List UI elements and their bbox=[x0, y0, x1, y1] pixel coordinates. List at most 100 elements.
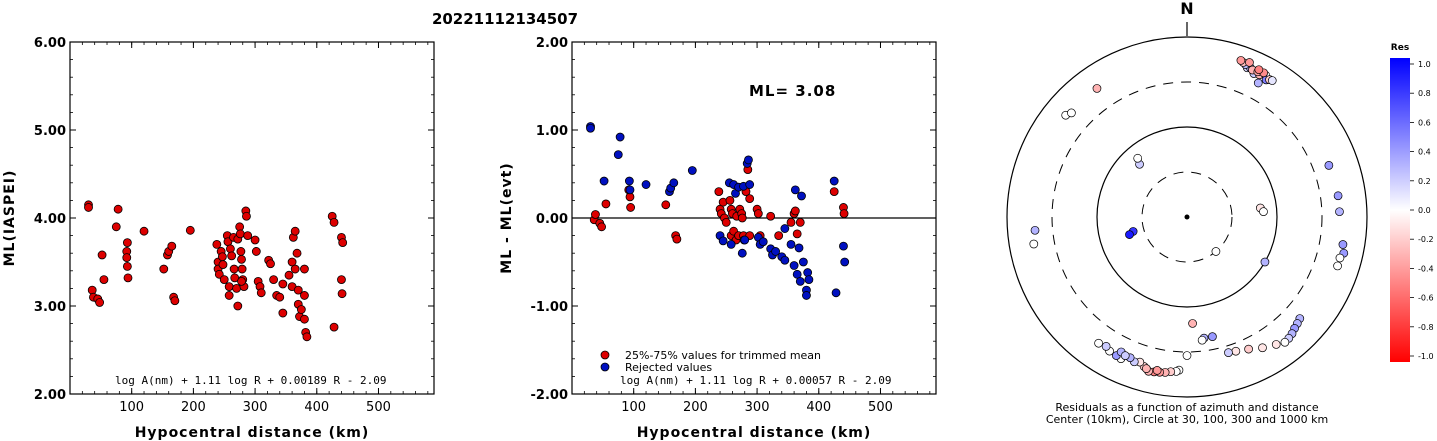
y-tick-label: 2.00 bbox=[536, 36, 568, 51]
data-point bbox=[790, 185, 800, 195]
data-point bbox=[798, 257, 808, 267]
data-point bbox=[745, 180, 755, 189]
station-point bbox=[1271, 340, 1281, 349]
station-point bbox=[1335, 207, 1344, 217]
center-marker bbox=[1184, 214, 1190, 220]
data-point bbox=[290, 264, 300, 274]
data-point bbox=[235, 229, 245, 239]
data-point bbox=[233, 301, 243, 311]
data-point bbox=[669, 178, 679, 188]
data-point bbox=[672, 234, 682, 244]
data-point bbox=[122, 261, 132, 271]
data-point bbox=[625, 185, 635, 195]
data-point bbox=[226, 244, 235, 254]
data-point bbox=[250, 235, 260, 245]
data-point bbox=[284, 270, 294, 280]
data-point bbox=[744, 155, 753, 165]
data-point bbox=[227, 251, 237, 261]
data-point bbox=[718, 236, 728, 246]
data-point bbox=[300, 314, 309, 324]
data-point bbox=[236, 247, 246, 256]
y-axis-label: ML - ML(evt) bbox=[499, 162, 515, 273]
station-point bbox=[1125, 230, 1134, 239]
data-point bbox=[95, 298, 105, 307]
data-point bbox=[615, 132, 625, 142]
y-axis-label: ML(IASPEI) bbox=[2, 170, 18, 267]
data-point bbox=[829, 176, 839, 186]
data-points bbox=[84, 200, 348, 342]
station-point bbox=[1267, 76, 1277, 85]
data-point bbox=[802, 291, 811, 300]
data-point bbox=[159, 264, 169, 274]
station-point bbox=[1231, 346, 1241, 356]
magnitude-vs-distance-panel: 2.00 3.00 4.00 5.00 6.00 100 200 300 400 500 log… bbox=[2, 36, 435, 441]
caption-line-2: Center (10km), Circle at 30, 100, 300 an… bbox=[1046, 413, 1328, 426]
data-point bbox=[753, 209, 763, 219]
circle-30km bbox=[1141, 171, 1233, 263]
data-point bbox=[139, 226, 149, 236]
data-point bbox=[804, 275, 814, 285]
data-point bbox=[721, 217, 731, 227]
station-point bbox=[1208, 332, 1217, 341]
data-point bbox=[795, 217, 805, 227]
data-point bbox=[218, 260, 228, 270]
y-axis: 2.00 3.00 4.00 5.00 6.00 bbox=[34, 36, 434, 403]
data-point bbox=[790, 206, 800, 216]
data-point bbox=[786, 239, 796, 249]
colorbar-tick-label: -0.2 bbox=[1418, 235, 1434, 244]
x-axis: 100 200 300 400 500 bbox=[583, 42, 931, 415]
station-point bbox=[1335, 253, 1345, 263]
data-point bbox=[786, 217, 796, 227]
x-tick-label: 300 bbox=[243, 400, 268, 415]
station-point bbox=[1333, 191, 1343, 201]
data-point bbox=[290, 226, 300, 236]
formula-annotation: log A(nm) + 1.11 log R + 0.00189 R - 2.0… bbox=[115, 374, 387, 387]
x-tick-label: 200 bbox=[683, 400, 708, 415]
data-point bbox=[338, 238, 348, 248]
legend-marker-trimmed bbox=[600, 350, 610, 360]
station-point bbox=[1120, 351, 1130, 361]
station-point bbox=[1244, 344, 1253, 354]
data-point bbox=[214, 269, 224, 279]
x-tick-label: 400 bbox=[304, 400, 329, 415]
station-point bbox=[1258, 343, 1267, 353]
figure-title: 20221112134507 bbox=[432, 10, 578, 28]
data-point bbox=[224, 282, 234, 292]
data-point bbox=[745, 194, 755, 204]
x-axis-label: Hypocentral distance (km) bbox=[637, 425, 872, 441]
colorbar-tick-label: -0.6 bbox=[1418, 294, 1434, 303]
station-point bbox=[1260, 257, 1270, 267]
station-point bbox=[1101, 342, 1111, 351]
data-point bbox=[167, 241, 177, 251]
data-point bbox=[795, 276, 805, 286]
colorbar-tick-label: -0.8 bbox=[1418, 323, 1434, 332]
data-point bbox=[737, 213, 747, 223]
legend-marker-rejected bbox=[600, 362, 610, 372]
colorbar-tick-label: 0.4 bbox=[1418, 148, 1431, 157]
station-point bbox=[1338, 240, 1348, 249]
data-point bbox=[771, 247, 780, 256]
station-point bbox=[1188, 319, 1197, 328]
circle-100km bbox=[1096, 126, 1278, 308]
data-point bbox=[780, 255, 790, 265]
data-point bbox=[232, 283, 241, 293]
caption-line-1: Residuals as a function of azimuth and d… bbox=[1055, 401, 1318, 414]
data-point bbox=[740, 235, 750, 245]
y-tick-label: 4.00 bbox=[34, 212, 66, 227]
data-point bbox=[626, 203, 636, 212]
data-point bbox=[766, 211, 776, 221]
station-point bbox=[1067, 108, 1076, 118]
data-points bbox=[586, 122, 850, 300]
data-point bbox=[839, 241, 848, 251]
data-point bbox=[597, 222, 607, 232]
y-axis: -2.00 -1.00 0.00 1.00 2.00 bbox=[531, 36, 936, 403]
data-point bbox=[300, 264, 309, 274]
data-point bbox=[794, 243, 804, 253]
y-tick-label: -1.00 bbox=[531, 300, 568, 315]
data-point bbox=[302, 332, 312, 342]
data-point bbox=[725, 195, 735, 205]
colorbar-tick-label: 0.2 bbox=[1418, 177, 1431, 186]
data-point bbox=[780, 224, 790, 233]
station-point bbox=[1236, 56, 1246, 65]
